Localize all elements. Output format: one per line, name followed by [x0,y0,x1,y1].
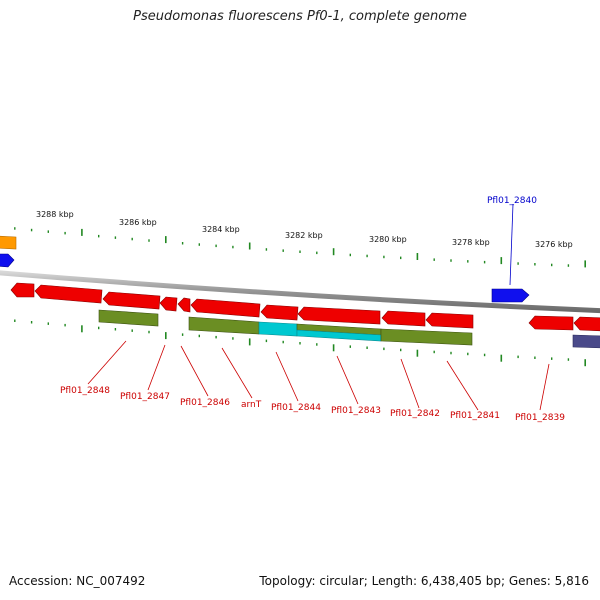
label-Pfl01_2843[interactable]: Pfl01_2843 [331,406,381,416]
ruler-label-3288: 3288 kbp [36,210,74,219]
label-Pfl01_2847[interactable]: Pfl01_2847 [120,392,170,402]
gene-Pfl01_2844[interactable] [260,304,299,321]
map-title: Pseudomonas fluorescens Pf0-1, complete … [133,9,467,24]
accession-text: Accession: NC_007492 [9,574,146,588]
gene-Pfl01_2846-a[interactable] [159,296,178,312]
genome-summary-text: Topology: circular; Length: 6,438,405 bp… [259,574,589,588]
cds-Pfl01_2844[interactable] [258,321,298,337]
gene-Pfl01_2846-b[interactable] [177,297,191,313]
gene-Pfl01_2838-partial[interactable] [573,316,600,332]
cds-Pfl01_2842[interactable] [380,328,473,346]
label-Pfl01_2842[interactable]: Pfl01_2842 [390,409,440,419]
label-Pfl01_2841[interactable]: Pfl01_2841 [450,411,500,421]
reverse-genes[interactable] [10,282,600,332]
orange-feature-partial[interactable] [0,235,17,250]
label-Pfl01_2840[interactable]: Pfl01_2840 [487,196,537,206]
forward-gene-partial[interactable] [0,253,15,268]
gene-Pfl01_2849[interactable] [10,282,35,298]
leader-Pfl01_2840 [509,203,514,286]
label-arnT[interactable]: arnT [241,400,262,410]
other-feature-partial[interactable] [572,334,600,349]
gene-Pfl01_2840[interactable] [491,288,530,303]
label-Pfl01_2846[interactable]: Pfl01_2846 [180,398,230,408]
ruler-label-3282: 3282 kbp [285,231,323,240]
inner-ruler [14,319,587,367]
gene-Pfl01_2843[interactable] [297,306,381,325]
cds-arnT[interactable] [188,316,260,335]
ruler-label-3276: 3276 kbp [535,240,573,249]
label-Pfl01_2839[interactable]: Pfl01_2839 [515,413,565,423]
forward-genes[interactable]: Pfl01_2840 [487,196,537,303]
edge-features[interactable] [0,235,17,268]
ruler-label-3284: 3284 kbp [202,225,240,234]
ruler-label-3280: 3280 kbp [369,235,407,244]
gene-Pfl01_2848[interactable] [34,284,103,304]
cds-features[interactable] [98,309,600,349]
gene-labels[interactable]: Pfl01_2848 Pfl01_2847 Pfl01_2846 arnT Pf… [60,386,565,423]
gene-Pfl01_2842[interactable] [381,310,426,327]
gene-arnT[interactable] [190,298,261,318]
genome-backbone [0,270,600,314]
gene-Pfl01_2841[interactable] [425,312,474,329]
label-Pfl01_2844[interactable]: Pfl01_2844 [271,403,321,413]
gene-Pfl01_2847[interactable] [102,291,161,310]
gene-leader-lines [87,340,550,411]
ruler-label-3278: 3278 kbp [452,238,490,247]
cds-Pfl01_2847[interactable] [98,309,159,327]
gene-Pfl01_2839[interactable] [528,315,574,331]
label-Pfl01_2848[interactable]: Pfl01_2848 [60,386,110,396]
outer-ruler [14,227,587,268]
ruler-labels: 3288 kbp 3286 kbp 3284 kbp 3282 kbp 3280… [36,210,573,249]
ruler-label-3286: 3286 kbp [119,218,157,227]
